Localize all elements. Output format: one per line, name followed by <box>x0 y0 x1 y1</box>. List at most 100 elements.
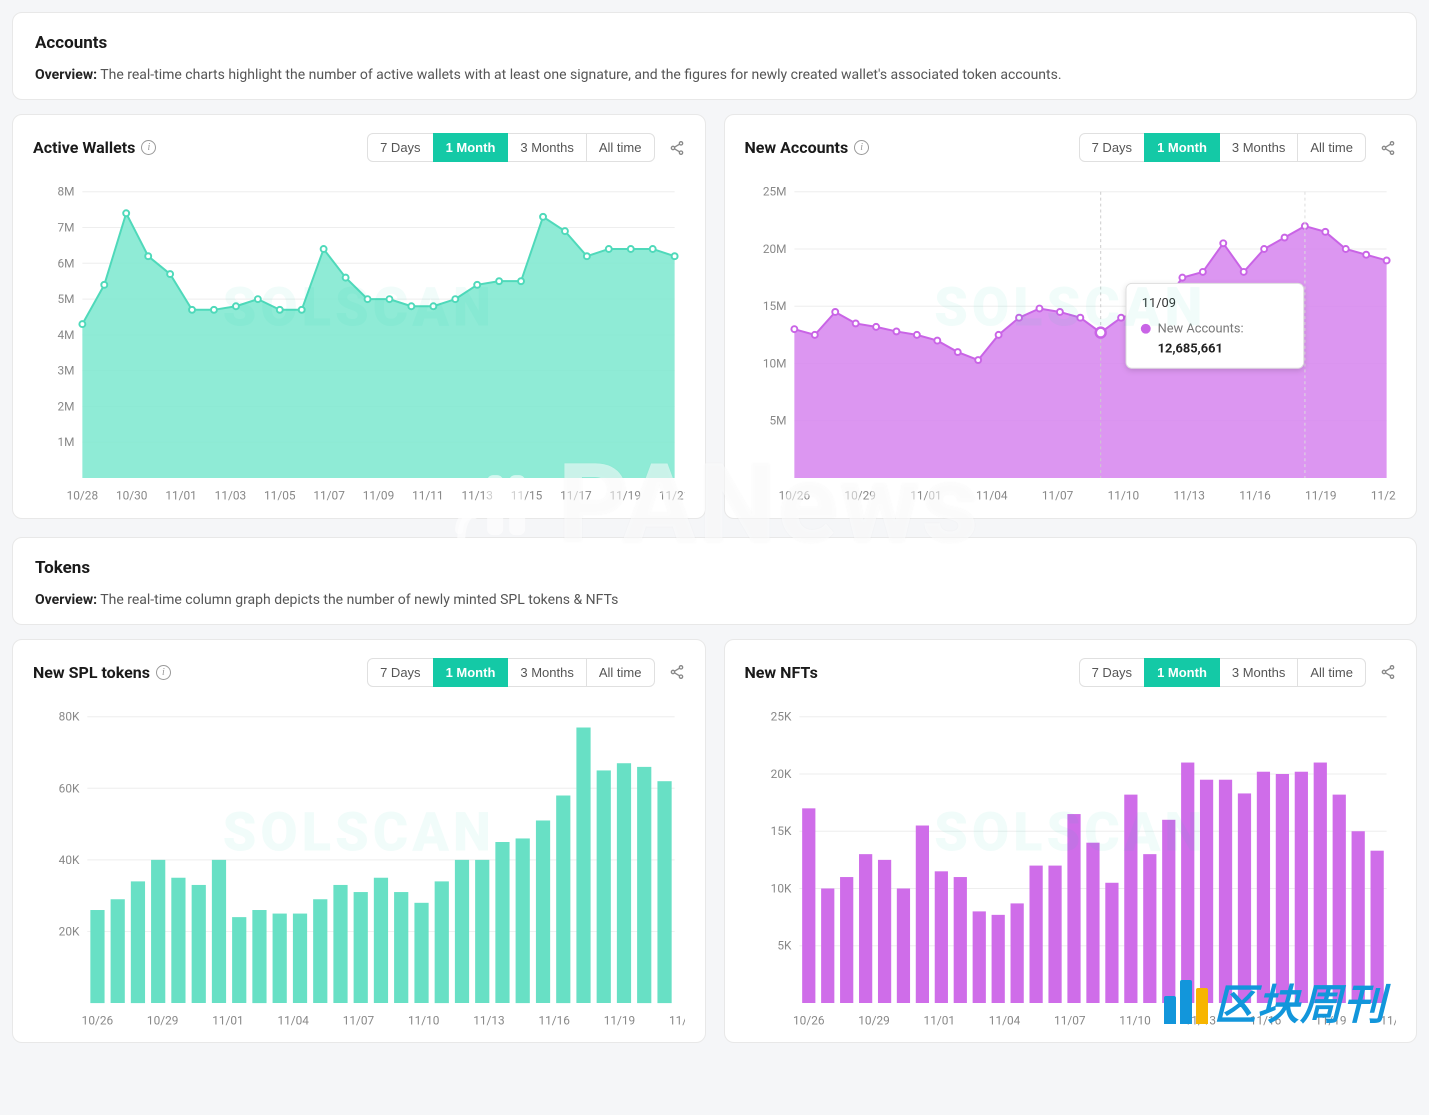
svg-text:25M: 25M <box>762 185 786 199</box>
svg-text:11/05: 11/05 <box>264 489 296 503</box>
active-wallets-card: Active Wallets i 7 Days1 Month3 MonthsAl… <box>12 114 706 519</box>
share-icon[interactable] <box>1380 140 1396 156</box>
svg-text:11/07: 11/07 <box>1054 1013 1086 1027</box>
svg-text:11/01: 11/01 <box>212 1013 243 1027</box>
svg-text:11/04: 11/04 <box>976 489 1008 503</box>
svg-text:10/26: 10/26 <box>82 1013 114 1027</box>
svg-text:11/13: 11/13 <box>473 1013 504 1027</box>
range-btn-1month[interactable]: 1 Month <box>1144 658 1220 687</box>
svg-text:11/22: 11/22 <box>669 1013 684 1027</box>
svg-text:60K: 60K <box>59 781 80 795</box>
svg-text:20K: 20K <box>59 924 80 938</box>
svg-text:11/19: 11/19 <box>610 489 641 503</box>
svg-text:2M: 2M <box>57 399 74 413</box>
svg-text:New Accounts:: New Accounts: <box>1157 322 1243 337</box>
svg-text:11/09: 11/09 <box>363 489 394 503</box>
range-btn-3months[interactable]: 3 Months <box>1219 133 1298 162</box>
range-btn-1month[interactable]: 1 Month <box>433 658 509 687</box>
range-btn-3months[interactable]: 3 Months <box>507 658 586 687</box>
svg-text:10/29: 10/29 <box>858 1013 889 1027</box>
svg-text:10/29: 10/29 <box>147 1013 178 1027</box>
info-icon[interactable]: i <box>141 140 156 155</box>
chart-svg: 20K 40K 60K 80K 10/26 10/29 11/01 11/04 11/07 11… <box>33 697 685 1033</box>
svg-text:15M: 15M <box>762 299 786 313</box>
svg-text:11/04: 11/04 <box>277 1013 309 1027</box>
share-icon[interactable] <box>669 664 685 680</box>
svg-text:11/21: 11/21 <box>659 489 685 503</box>
chart-svg: 1M2M3M4M5M6M7M8M 10/2810/3011/0111/0311/… <box>33 172 685 508</box>
svg-text:11/16: 11/16 <box>538 1013 570 1027</box>
svg-text:15K: 15K <box>770 824 791 838</box>
svg-text:40K: 40K <box>59 852 80 866</box>
svg-text:12,685,661: 12,685,661 <box>1157 341 1222 356</box>
info-icon[interactable]: i <box>854 140 869 155</box>
range-btn-1month[interactable]: 1 Month <box>1144 133 1220 162</box>
accounts-overview: Overview: The real-time charts highlight… <box>35 67 1394 83</box>
svg-text:11/10: 11/10 <box>408 1013 439 1027</box>
range-btn-alltime[interactable]: All time <box>586 658 655 687</box>
new-spl-card: New SPL tokens i 7 Days1 Month3 MonthsAl… <box>12 639 706 1044</box>
svg-text:10K: 10K <box>770 881 791 895</box>
svg-text:11/04: 11/04 <box>988 1013 1020 1027</box>
bottom-logo: 区块周刊 <box>1164 971 1386 1032</box>
svg-text:3M: 3M <box>57 364 74 378</box>
range-btn-7days[interactable]: 7 Days <box>1079 133 1145 162</box>
chart-title: New Accounts i <box>745 138 870 157</box>
svg-text:8M: 8M <box>57 185 74 199</box>
svg-text:11/01: 11/01 <box>923 1013 954 1027</box>
share-icon[interactable] <box>1380 664 1396 680</box>
svg-text:11/15: 11/15 <box>511 489 543 503</box>
svg-text:6M: 6M <box>57 256 74 270</box>
svg-text:11/10: 11/10 <box>1119 1013 1150 1027</box>
svg-text:11/03: 11/03 <box>215 489 246 503</box>
chart-title: New NFTs <box>745 663 818 682</box>
share-icon[interactable] <box>669 140 685 156</box>
svg-text:10/28: 10/28 <box>67 489 98 503</box>
svg-text:11/13: 11/13 <box>461 489 492 503</box>
svg-text:10/30: 10/30 <box>116 489 147 503</box>
svg-text:11/17: 11/17 <box>560 489 592 503</box>
new-accounts-card: New Accounts i 7 Days1 Month3 MonthsAll … <box>724 114 1418 519</box>
svg-text:10/26: 10/26 <box>778 489 810 503</box>
range-btn-1month[interactable]: 1 Month <box>433 133 509 162</box>
range-group: 7 Days1 Month3 MonthsAll time <box>367 133 684 162</box>
svg-text:10/26: 10/26 <box>793 1013 825 1027</box>
svg-text:11/09: 11/09 <box>1141 296 1175 311</box>
range-btn-7days[interactable]: 7 Days <box>367 658 433 687</box>
svg-text:1M: 1M <box>57 435 74 449</box>
svg-text:11/16: 11/16 <box>1239 489 1271 503</box>
range-btn-3months[interactable]: 3 Months <box>507 133 586 162</box>
tokens-section: Tokens Overview: The real-time column gr… <box>12 537 1417 625</box>
svg-text:10M: 10M <box>762 356 786 370</box>
range-btn-3months[interactable]: 3 Months <box>1219 658 1298 687</box>
svg-text:20K: 20K <box>770 767 791 781</box>
svg-text:5M: 5M <box>769 414 786 428</box>
range-btn-alltime[interactable]: All time <box>586 133 655 162</box>
range-btn-alltime[interactable]: All time <box>1297 658 1366 687</box>
svg-text:11/10: 11/10 <box>1107 489 1138 503</box>
chart-svg: 5M10M15M20M25M 10/2610/2911/0111/0411/07… <box>745 172 1397 508</box>
svg-text:20M: 20M <box>762 242 786 256</box>
svg-text:11/07: 11/07 <box>1041 489 1073 503</box>
svg-text:5M: 5M <box>57 292 74 306</box>
chart-title: Active Wallets i <box>33 138 156 157</box>
range-btn-7days[interactable]: 7 Days <box>1079 658 1145 687</box>
svg-text:11/22: 11/22 <box>1370 489 1396 503</box>
chart-title: New SPL tokens i <box>33 663 171 682</box>
svg-text:5K: 5K <box>777 938 792 952</box>
range-btn-7days[interactable]: 7 Days <box>367 133 433 162</box>
svg-text:11/07: 11/07 <box>343 1013 375 1027</box>
tokens-overview: Overview: The real-time column graph dep… <box>35 592 1394 608</box>
svg-text:11/13: 11/13 <box>1173 489 1204 503</box>
range-group: 7 Days1 Month3 MonthsAll time <box>1079 133 1396 162</box>
accounts-title: Accounts <box>35 33 1394 53</box>
svg-text:25K: 25K <box>770 709 791 723</box>
range-group: 7 Days1 Month3 MonthsAll time <box>367 658 684 687</box>
info-icon[interactable]: i <box>156 665 171 680</box>
svg-text:11/11: 11/11 <box>412 489 443 503</box>
range-btn-alltime[interactable]: All time <box>1297 133 1366 162</box>
svg-text:11/07: 11/07 <box>313 489 345 503</box>
range-group: 7 Days1 Month3 MonthsAll time <box>1079 658 1396 687</box>
svg-text:7M: 7M <box>57 220 74 234</box>
svg-text:80K: 80K <box>59 709 80 723</box>
